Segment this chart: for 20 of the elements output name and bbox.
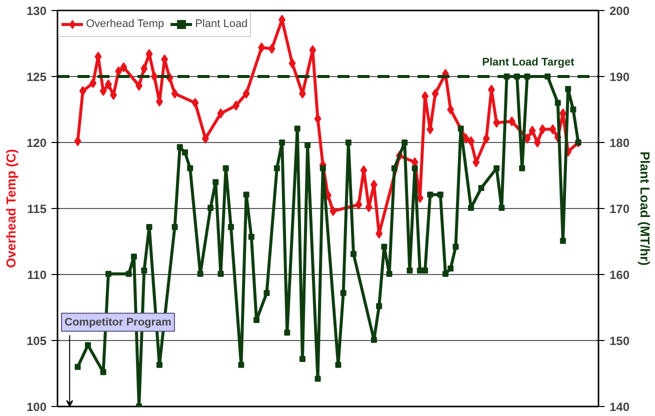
- legend-label: Overhead Temp: [86, 18, 164, 30]
- y2-axis-title: Plant Load (MT/hr): [638, 151, 653, 266]
- y2-tick-label: 180: [610, 136, 630, 150]
- y-tick-label: 125: [26, 70, 47, 84]
- y-axis-title: Overhead Temp (C): [3, 149, 18, 268]
- y2-tick-label: 160: [610, 268, 630, 282]
- ref-line-label: Plant Load Target: [482, 56, 575, 68]
- annotation: Competitor Program: [64, 316, 172, 328]
- legend-label: Plant Load: [195, 18, 248, 30]
- y-tick-label: 100: [26, 400, 47, 414]
- y2-tick-label: 200: [610, 4, 630, 18]
- y-tick-label: 105: [26, 334, 47, 348]
- y2-tick-label: 170: [610, 202, 630, 216]
- y2-tick-label: 140: [610, 400, 630, 414]
- y2-tick-label: 190: [610, 70, 630, 84]
- y-tick-label: 130: [26, 4, 47, 18]
- y-tick-label: 110: [27, 268, 47, 282]
- y2-tick-label: 150: [610, 334, 630, 348]
- y-tick-label: 120: [26, 136, 47, 150]
- y-tick-label: 115: [27, 202, 47, 216]
